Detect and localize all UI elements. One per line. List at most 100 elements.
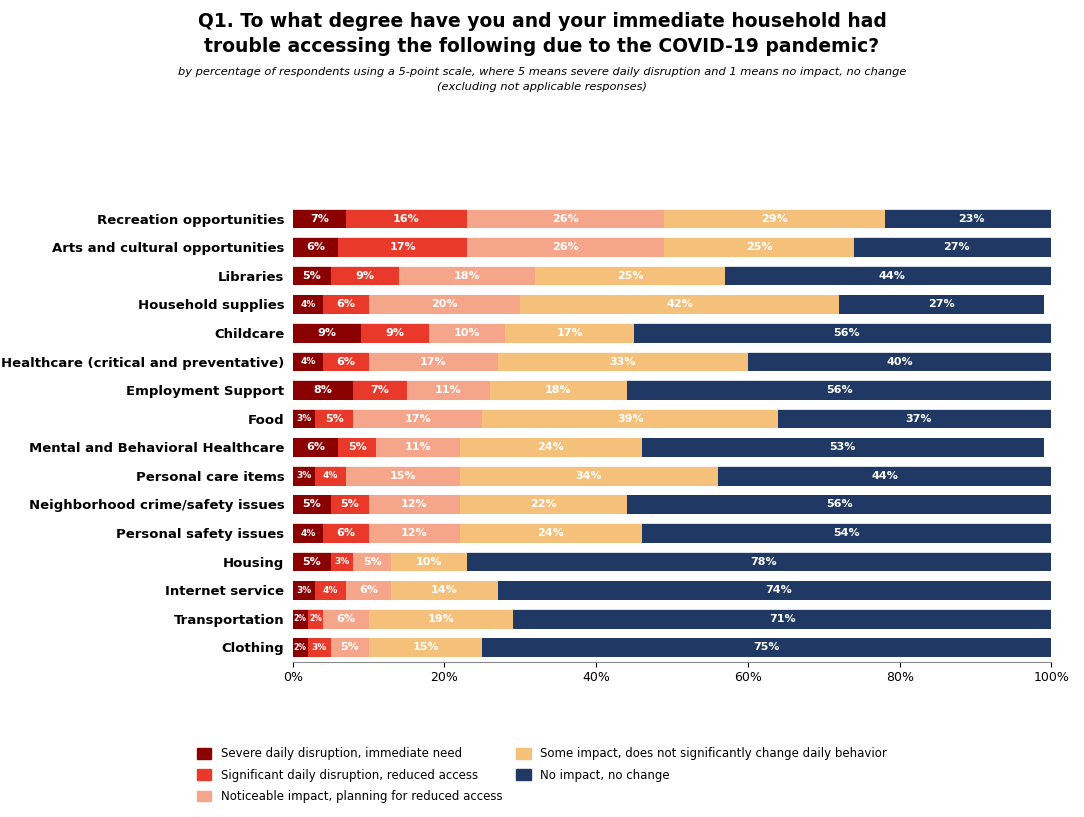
Bar (778, 409, 1059, 428)
Bar (293, 352, 323, 371)
Text: 5%: 5% (340, 642, 359, 653)
Bar (293, 524, 323, 542)
Bar (664, 238, 854, 257)
Bar (338, 238, 467, 257)
Legend: Severe daily disruption, immediate need, Significant daily disruption, reduced a: Severe daily disruption, immediate need,… (197, 748, 887, 803)
Text: 6%: 6% (306, 242, 325, 252)
Bar (323, 352, 369, 371)
Bar (293, 209, 346, 228)
Text: 27%: 27% (943, 242, 970, 252)
Bar (854, 238, 1059, 257)
Bar (293, 552, 331, 571)
Text: 6%: 6% (336, 614, 356, 624)
Bar (369, 495, 460, 514)
Bar (460, 438, 642, 457)
Bar (369, 352, 498, 371)
Text: 15%: 15% (412, 642, 439, 653)
Bar (361, 324, 429, 342)
Text: (excluding not applicable responses): (excluding not applicable responses) (437, 82, 647, 92)
Bar (293, 638, 308, 657)
Bar (323, 524, 369, 542)
Bar (482, 638, 1051, 657)
Text: 2%: 2% (294, 614, 307, 623)
Bar (293, 409, 315, 428)
Text: 4%: 4% (300, 300, 315, 309)
Text: 25%: 25% (746, 242, 773, 252)
Bar (642, 438, 1044, 457)
Text: 2%: 2% (309, 614, 322, 623)
Bar (346, 209, 467, 228)
Text: 53%: 53% (829, 442, 856, 453)
Text: 17%: 17% (420, 356, 447, 367)
Bar (308, 609, 323, 628)
Bar (467, 552, 1059, 571)
Bar (513, 609, 1051, 628)
Bar (460, 524, 642, 542)
Text: 4%: 4% (300, 529, 315, 538)
Text: 40%: 40% (887, 356, 913, 367)
Text: 20%: 20% (431, 299, 457, 310)
Bar (293, 495, 331, 514)
Bar (369, 609, 513, 628)
Bar (315, 581, 346, 600)
Bar (315, 467, 346, 485)
Text: 54%: 54% (834, 528, 860, 538)
Text: 29%: 29% (761, 213, 788, 224)
Bar (293, 438, 338, 457)
Text: 39%: 39% (617, 413, 644, 424)
Bar (885, 209, 1059, 228)
Text: 44%: 44% (879, 270, 905, 281)
Text: 14%: 14% (431, 585, 457, 596)
Bar (293, 295, 323, 314)
Bar (331, 266, 399, 285)
Text: 44%: 44% (872, 471, 898, 481)
Text: 6%: 6% (306, 442, 325, 453)
Bar (369, 295, 520, 314)
Text: 9%: 9% (386, 328, 404, 338)
Bar (520, 295, 839, 314)
Bar (338, 438, 376, 457)
Bar (293, 324, 361, 342)
Bar (718, 467, 1051, 485)
Bar (748, 352, 1051, 371)
Text: by percentage of respondents using a 5-point scale, where 5 means severe daily d: by percentage of respondents using a 5-p… (178, 67, 906, 77)
Bar (498, 352, 748, 371)
Text: 78%: 78% (750, 556, 776, 567)
Bar (353, 409, 482, 428)
Bar (642, 524, 1051, 542)
Bar (498, 581, 1059, 600)
Bar (293, 609, 308, 628)
Text: 22%: 22% (530, 499, 556, 510)
Bar (293, 581, 315, 600)
Bar (293, 238, 338, 257)
Bar (391, 552, 467, 571)
Bar (490, 381, 627, 400)
Text: 23%: 23% (958, 213, 985, 224)
Bar (467, 238, 664, 257)
Text: 12%: 12% (401, 499, 427, 510)
Text: 8%: 8% (313, 385, 333, 395)
Text: 6%: 6% (336, 528, 356, 538)
Text: 4%: 4% (323, 586, 338, 595)
Text: 17%: 17% (389, 242, 416, 252)
Text: 5%: 5% (302, 556, 321, 567)
Text: 3%: 3% (296, 586, 312, 595)
Text: 56%: 56% (826, 385, 852, 395)
Text: 5%: 5% (302, 270, 321, 281)
Bar (429, 324, 505, 342)
Bar (406, 381, 490, 400)
Text: 12%: 12% (401, 528, 427, 538)
Bar (664, 209, 885, 228)
Text: 11%: 11% (435, 385, 462, 395)
Text: 25%: 25% (617, 270, 644, 281)
Text: 9%: 9% (356, 270, 374, 281)
Text: 34%: 34% (576, 471, 602, 481)
Text: 18%: 18% (545, 385, 571, 395)
Text: 6%: 6% (359, 585, 378, 596)
Bar (482, 409, 778, 428)
Text: 24%: 24% (538, 442, 564, 453)
Text: 4%: 4% (300, 357, 315, 366)
Text: 3%: 3% (311, 643, 327, 652)
Text: 26%: 26% (553, 242, 579, 252)
Text: 15%: 15% (389, 471, 416, 481)
